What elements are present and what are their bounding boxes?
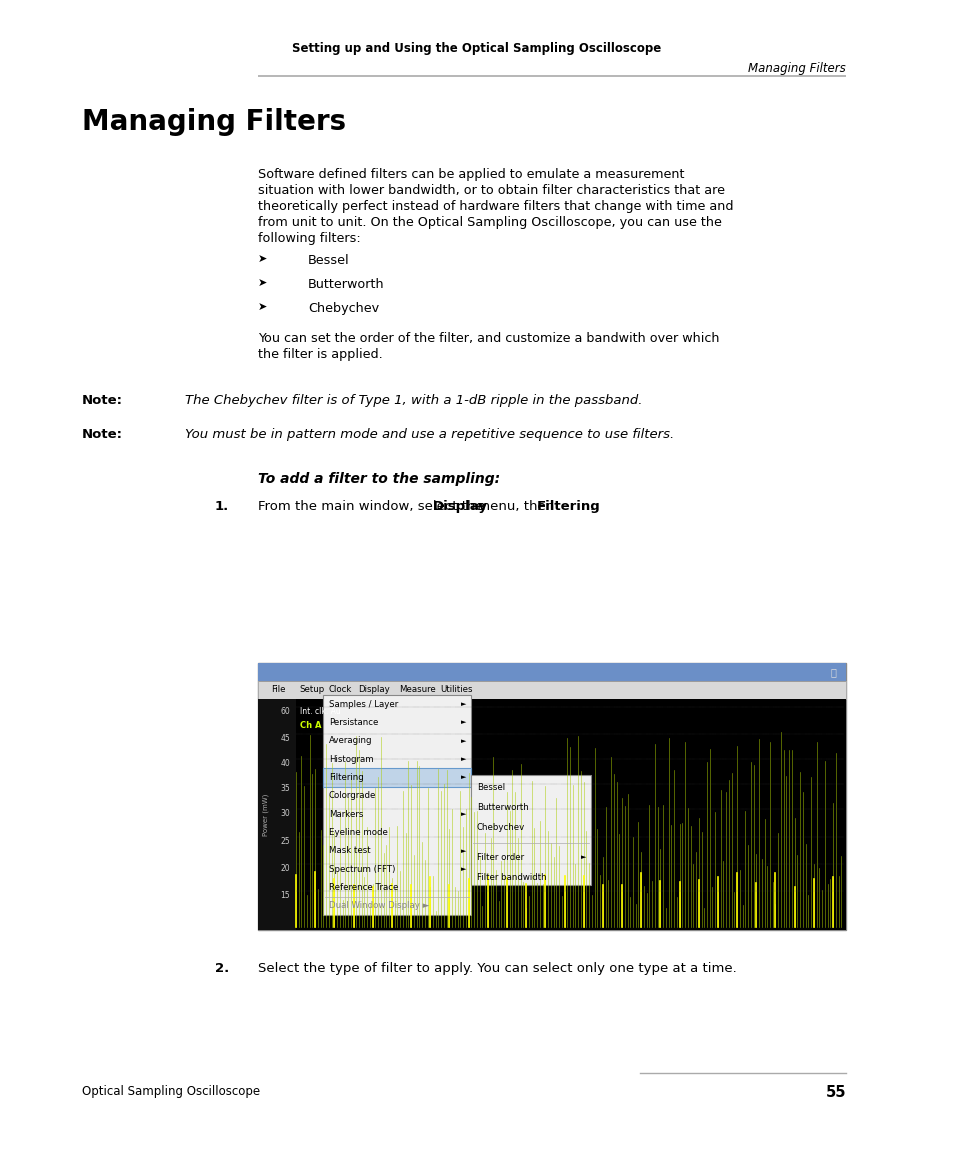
Text: Clock: Clock (329, 685, 352, 694)
Text: Spectrum (FFT): Spectrum (FFT) (329, 865, 395, 874)
Text: From the main window, select the: From the main window, select the (257, 500, 488, 513)
Text: Ch A: Ch A (299, 721, 321, 730)
Text: Mask test: Mask test (329, 846, 370, 855)
Text: ►: ► (460, 738, 465, 744)
Text: ►: ► (460, 756, 465, 763)
Text: Note:: Note: (82, 394, 123, 407)
Text: ➤: ➤ (257, 254, 267, 264)
Text: Bessel: Bessel (476, 782, 504, 792)
FancyBboxPatch shape (257, 681, 845, 699)
Text: 55: 55 (824, 1085, 845, 1100)
Text: Display: Display (357, 685, 390, 694)
Text: Averaging: Averaging (329, 736, 372, 745)
Text: Power (mW): Power (mW) (262, 793, 269, 836)
Text: Colorgrade: Colorgrade (329, 792, 376, 801)
Text: 60: 60 (280, 707, 290, 716)
Text: menu, then: menu, then (473, 500, 558, 513)
Text: You can set the order of the filter, and customize a bandwith over which: You can set the order of the filter, and… (257, 331, 719, 345)
Text: situation with lower bandwidth, or to obtain filter characteristics that are: situation with lower bandwidth, or to ob… (257, 184, 724, 197)
Text: Filtering: Filtering (329, 773, 363, 782)
Text: ►: ► (460, 720, 465, 726)
FancyBboxPatch shape (257, 663, 845, 930)
Text: To add a filter to the sampling:: To add a filter to the sampling: (257, 472, 499, 486)
Text: .: . (589, 500, 593, 513)
FancyBboxPatch shape (471, 775, 590, 885)
Text: theoretically perfect instead of hardware filters that change with time and: theoretically perfect instead of hardwar… (257, 201, 733, 213)
FancyBboxPatch shape (257, 663, 845, 681)
Text: Filtering: Filtering (537, 500, 600, 513)
Text: Bessel: Bessel (308, 254, 349, 267)
Text: ➤: ➤ (257, 302, 267, 312)
Text: ►: ► (460, 701, 465, 707)
Text: Butterworth: Butterworth (308, 278, 384, 291)
Text: Software defined filters can be applied to emulate a measurement: Software defined filters can be applied … (257, 168, 684, 181)
Text: Managing Filters: Managing Filters (82, 108, 346, 136)
Text: Note:: Note: (82, 428, 123, 442)
Text: 45: 45 (280, 734, 290, 743)
Text: Filter bandwidth: Filter bandwidth (476, 873, 546, 882)
Text: 20: 20 (280, 863, 290, 873)
FancyBboxPatch shape (257, 699, 295, 930)
Text: Butterworth: Butterworth (476, 802, 528, 811)
Text: ⌖: ⌖ (829, 666, 835, 677)
Text: Optical Sampling Oscilloscope: Optical Sampling Oscilloscope (82, 1085, 260, 1098)
Text: Managing Filters: Managing Filters (747, 61, 845, 75)
Text: from unit to unit. On the Optical Sampling Oscilloscope, you can use the: from unit to unit. On the Optical Sampli… (257, 216, 721, 229)
Text: following filters:: following filters: (257, 232, 360, 245)
Text: ►: ► (460, 848, 465, 854)
Text: File: File (271, 685, 285, 694)
Text: Measure: Measure (398, 685, 436, 694)
FancyBboxPatch shape (257, 699, 845, 930)
Text: ➤: ➤ (257, 278, 267, 287)
Text: Setting up and Using the Optical Sampling Oscilloscope: Setting up and Using the Optical Samplin… (292, 42, 661, 54)
Text: You must be in pattern mode and use a repetitive sequence to use filters.: You must be in pattern mode and use a re… (185, 428, 674, 442)
Text: Chebychev: Chebychev (476, 823, 525, 831)
Text: Filter order: Filter order (476, 853, 523, 861)
Text: ►: ► (460, 866, 465, 873)
Text: 25: 25 (280, 837, 290, 846)
Text: Eyeline mode: Eyeline mode (329, 828, 388, 837)
Text: 35: 35 (280, 783, 290, 793)
Text: Display: Display (433, 500, 487, 513)
Text: Chebychev: Chebychev (308, 302, 378, 315)
Text: 40: 40 (280, 759, 290, 768)
Text: 15: 15 (280, 891, 290, 901)
Text: ►: ► (460, 811, 465, 817)
Text: Persistance: Persistance (329, 717, 378, 727)
Text: Dual Window Display ►: Dual Window Display ► (329, 902, 429, 910)
Text: Reference Trace: Reference Trace (329, 883, 398, 892)
FancyBboxPatch shape (323, 768, 471, 787)
Text: Histogram: Histogram (329, 755, 374, 764)
Text: the filter is applied.: the filter is applied. (257, 348, 382, 360)
Text: ►: ► (580, 854, 585, 860)
Text: Samples / Layer: Samples / Layer (329, 700, 397, 708)
Text: Int. clk. Au: Int. clk. Au (299, 707, 340, 716)
Text: 30: 30 (280, 809, 290, 818)
Text: 1.: 1. (214, 500, 229, 513)
Text: 2.: 2. (214, 962, 229, 975)
Text: Utilities: Utilities (439, 685, 472, 694)
Text: Setup: Setup (298, 685, 324, 694)
Text: ►: ► (460, 774, 465, 780)
Text: Markers: Markers (329, 810, 363, 818)
FancyBboxPatch shape (323, 695, 471, 914)
Text: Select the type of filter to apply. You can select only one type at a time.: Select the type of filter to apply. You … (257, 962, 736, 975)
Text: The Chebychev filter is of Type 1, with a 1-dB ripple in the passband.: The Chebychev filter is of Type 1, with … (185, 394, 641, 407)
